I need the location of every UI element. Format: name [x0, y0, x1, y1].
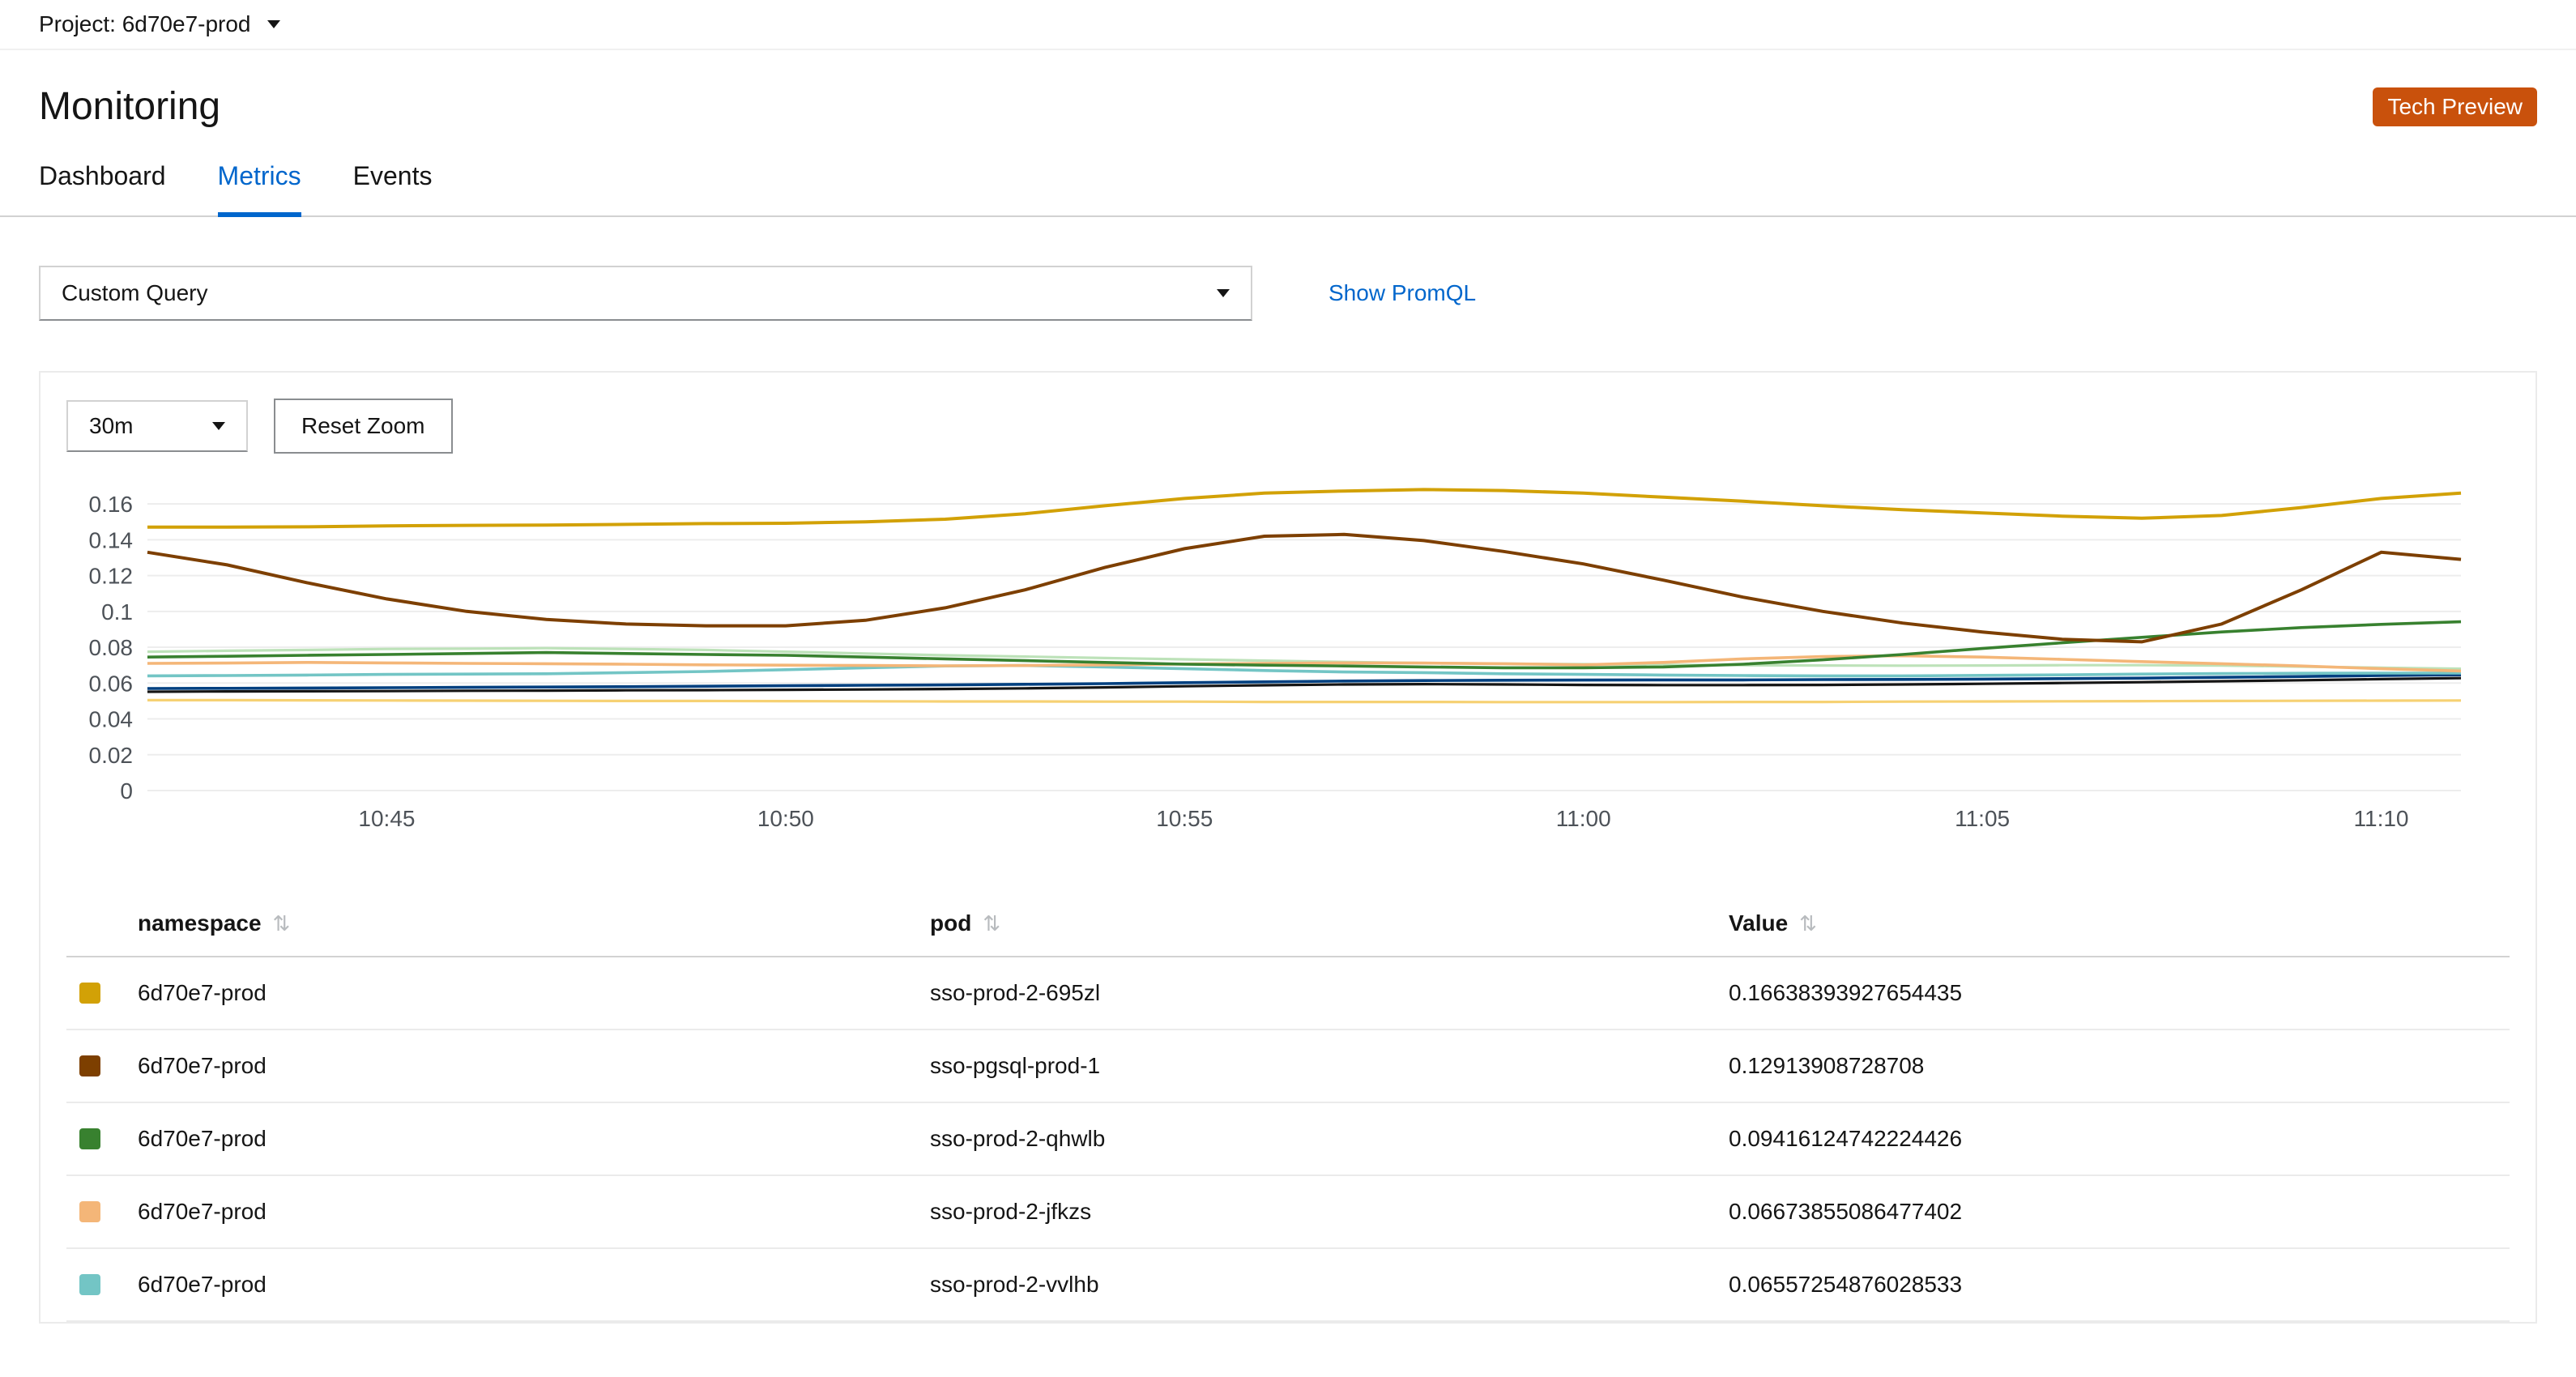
svg-text:0.1: 0.1 — [101, 599, 133, 625]
value-cell: 0.06673855086477402 — [1729, 1175, 2510, 1249]
svg-text:10:45: 10:45 — [358, 806, 415, 831]
svg-text:0.14: 0.14 — [89, 527, 134, 552]
sort-icon: ⇅ — [272, 911, 291, 936]
column-header-value[interactable]: Value ⇅ — [1729, 891, 2510, 957]
series-swatch-cell — [66, 1248, 138, 1322]
namespace-cell: 6d70e7-prod — [138, 1102, 930, 1176]
query-row: Custom Query Show PromQL — [0, 266, 2576, 321]
pod-cell: sso-prod-2-qhwlb — [930, 1102, 1729, 1176]
table-row: 6d70e7-prod sso-prod-2-vvlhb 0.065572548… — [66, 1248, 2510, 1322]
table-row: 6d70e7-prod sso-pgsql-prod-1 0.129139087… — [66, 1030, 2510, 1103]
pod-cell: sso-pgsql-prod-1 — [930, 1030, 1729, 1103]
sort-icon: ⇅ — [983, 911, 1001, 936]
value-cell: 0.06557254876028533 — [1729, 1248, 2510, 1322]
value-cell: 0.12913908728708 — [1729, 1030, 2510, 1103]
chevron-down-icon — [1217, 289, 1230, 297]
series-swatch-cell — [66, 957, 138, 1030]
chevron-down-icon — [212, 422, 225, 430]
svg-text:0.06: 0.06 — [89, 671, 134, 696]
series-swatch-cell — [66, 1175, 138, 1249]
svg-text:0.16: 0.16 — [89, 492, 134, 517]
column-header-namespace[interactable]: namespace ⇅ — [138, 891, 930, 957]
metrics-chart[interactable]: 0 0.02 0.04 0.06 0.08 0.1 0.12 0.14 0.16 10:45 10:… — [66, 473, 2490, 849]
namespace-cell: 6d70e7-prod — [138, 957, 930, 1030]
svg-text:11:05: 11:05 — [1955, 806, 2010, 831]
svg-text:0.04: 0.04 — [89, 707, 134, 732]
namespace-cell: 6d70e7-prod — [138, 1175, 930, 1249]
svg-text:11:10: 11:10 — [2354, 806, 2409, 831]
column-header-pod[interactable]: pod ⇅ — [930, 891, 1729, 957]
series-color-swatch — [79, 1274, 100, 1295]
tab-metrics[interactable]: Metrics — [217, 161, 301, 217]
tab-dashboard[interactable]: Dashboard — [39, 161, 166, 190]
time-range-select[interactable]: 30m — [66, 400, 248, 452]
column-header-label: Value — [1729, 910, 1789, 936]
table-header-row: namespace ⇅ pod ⇅ Value ⇅ — [66, 891, 2510, 957]
tech-preview-badge: Tech Preview — [2373, 87, 2537, 126]
series-color-swatch — [79, 1055, 100, 1076]
namespace-cell: 6d70e7-prod — [138, 1248, 930, 1322]
sort-icon: ⇅ — [1799, 911, 1817, 936]
project-selector-label: Project: 6d70e7-prod — [39, 11, 251, 36]
show-promql-link[interactable]: Show PromQL — [1329, 280, 1477, 305]
time-range-value: 30m — [89, 413, 134, 438]
metrics-card: 30m Reset Zoom 0 0.02 0.04 0.06 0.08 0.1 0.12 0… — [39, 371, 2537, 1324]
series-color-swatch — [79, 1128, 100, 1149]
pod-cell: sso-prod-2-vvlhb — [930, 1248, 1729, 1322]
svg-text:0.08: 0.08 — [89, 635, 134, 660]
svg-text:0: 0 — [120, 778, 133, 804]
value-cell: 0.09416124742224426 — [1729, 1102, 2510, 1176]
series-swatch-cell — [66, 1102, 138, 1176]
namespace-cell: 6d70e7-prod — [138, 1030, 930, 1103]
tab-events[interactable]: Events — [352, 161, 433, 190]
table-row: 6d70e7-prod sso-prod-2-jfkzs 0.066738550… — [66, 1175, 2510, 1249]
metrics-table: namespace ⇅ pod ⇅ Value ⇅ 6d70e7-prod sso-p… — [66, 891, 2510, 1322]
column-header-label: pod — [930, 910, 972, 936]
value-cell: 0.16638393927654435 — [1729, 957, 2510, 1030]
tab-bar: Dashboard Metrics Events — [0, 161, 2576, 217]
table-row: 6d70e7-prod sso-prod-2-qhwlb 0.094161247… — [66, 1102, 2510, 1176]
pod-cell: sso-prod-2-695zl — [930, 957, 1729, 1030]
series-color-swatch — [79, 1201, 100, 1222]
page-title: Monitoring — [39, 85, 221, 128]
svg-text:10:55: 10:55 — [1156, 806, 1213, 831]
series-swatch-cell — [66, 1030, 138, 1103]
svg-text:10:50: 10:50 — [757, 806, 814, 831]
page-header: Monitoring Tech Preview — [0, 50, 2576, 129]
pod-cell: sso-prod-2-jfkzs — [930, 1175, 1729, 1249]
column-header-label: namespace — [138, 910, 262, 936]
query-type-select[interactable]: Custom Query — [39, 266, 1252, 321]
query-type-select-value: Custom Query — [62, 280, 208, 305]
swatch-column-header — [66, 891, 138, 957]
reset-zoom-button[interactable]: Reset Zoom — [274, 399, 453, 454]
project-bar: Project: 6d70e7-prod — [0, 0, 2576, 50]
chart-controls: 30m Reset Zoom — [66, 399, 2510, 454]
series-color-swatch — [79, 983, 100, 1004]
chevron-down-icon — [267, 20, 280, 28]
project-selector[interactable]: Project: 6d70e7-prod — [39, 11, 280, 37]
svg-text:0.02: 0.02 — [89, 743, 134, 768]
svg-text:0.12: 0.12 — [89, 564, 134, 589]
table-row: 6d70e7-prod sso-prod-2-695zl 0.166383939… — [66, 957, 2510, 1030]
svg-text:11:00: 11:00 — [1556, 806, 1611, 831]
